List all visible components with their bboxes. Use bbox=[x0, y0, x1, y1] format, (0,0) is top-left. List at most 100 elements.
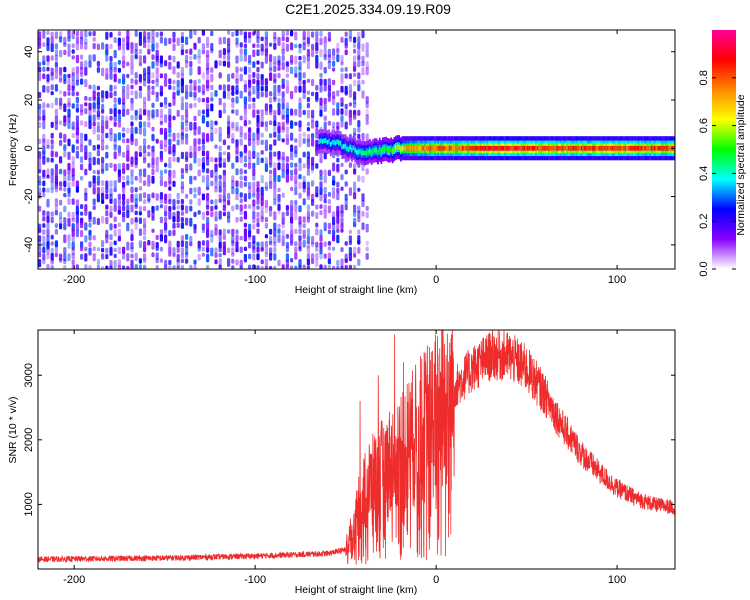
heatmap-noise-cell bbox=[67, 43, 71, 50]
heatmap-noise-cell bbox=[306, 216, 310, 223]
heatmap-noise-cell bbox=[54, 168, 58, 177]
heatmap-noise-cell bbox=[315, 252, 319, 260]
heatmap-noise-cell bbox=[340, 61, 344, 66]
heatmap-noise-cell bbox=[206, 216, 210, 224]
heatmap-noise-cell bbox=[264, 181, 268, 190]
heatmap-noise-cell bbox=[277, 234, 281, 243]
heatmap-noise-cell bbox=[117, 265, 121, 269]
heatmap-noise-cell bbox=[109, 234, 113, 241]
heatmap-signal-cell bbox=[413, 145, 415, 151]
heatmap-noise-cell bbox=[50, 31, 54, 38]
heatmap-noise-cell bbox=[101, 199, 105, 204]
heatmap-noise-cell bbox=[365, 253, 369, 260]
heatmap-noise-cell bbox=[264, 252, 268, 258]
heatmap-noise-cell bbox=[117, 109, 121, 115]
heatmap-noise-cell bbox=[285, 43, 289, 52]
heatmap-signal-cell bbox=[509, 145, 511, 151]
heatmap-noise-cell bbox=[151, 216, 155, 221]
heatmap-noise-cell bbox=[332, 79, 336, 86]
heatmap-noise-cell bbox=[38, 157, 42, 164]
heatmap-noise-cell bbox=[260, 74, 264, 80]
heatmap-noise-cell bbox=[298, 157, 302, 164]
heatmap-signal-cell bbox=[541, 145, 544, 151]
heatmap-noise-cell bbox=[281, 192, 285, 198]
heatmap-noise-cell bbox=[50, 216, 54, 224]
heatmap-noise-cell bbox=[269, 60, 273, 70]
heatmap-noise-cell bbox=[290, 205, 294, 212]
heatmap-noise-cell bbox=[189, 67, 193, 76]
heatmap-noise-cell bbox=[264, 139, 268, 146]
heatmap-noise-cell bbox=[252, 78, 256, 85]
heatmap-signal-cell bbox=[372, 148, 374, 154]
heatmap-noise-cell bbox=[50, 72, 54, 81]
heatmap-noise-cell bbox=[214, 120, 218, 126]
heatmap-signal-cell bbox=[598, 145, 601, 151]
heatmap-noise-cell bbox=[357, 229, 361, 235]
heatmap-noise-cell bbox=[336, 126, 340, 131]
heatmap-signal-cell bbox=[546, 145, 549, 151]
heatmap-signal-cell bbox=[456, 145, 459, 151]
heatmap-noise-cell bbox=[256, 157, 260, 166]
heatmap-signal-cell bbox=[574, 145, 576, 151]
heatmap-signal-cell bbox=[461, 145, 464, 151]
heatmap-signal-cell bbox=[662, 145, 664, 151]
heatmap-signal-cell bbox=[647, 145, 650, 151]
heatmap-noise-cell bbox=[201, 211, 205, 221]
heatmap-signal-cell bbox=[442, 145, 445, 151]
heatmap-noise-cell bbox=[180, 31, 184, 38]
heatmap-noise-cell bbox=[147, 79, 151, 84]
heatmap-noise-cell bbox=[80, 246, 84, 252]
heatmap-signal-cell bbox=[520, 145, 523, 151]
heatmap-noise-cell bbox=[269, 157, 273, 165]
heatmap-noise-cell bbox=[227, 84, 231, 92]
heatmap-noise-cell bbox=[218, 49, 222, 59]
heatmap-noise-cell bbox=[189, 30, 193, 39]
heatmap-signal-cell bbox=[380, 149, 383, 155]
heatmap-signal-cell bbox=[455, 145, 458, 151]
heatmap-noise-cell bbox=[172, 150, 176, 157]
heatmap-noise-cell bbox=[67, 187, 71, 194]
heatmap-noise-cell bbox=[298, 55, 302, 61]
heatmap-noise-cell bbox=[117, 120, 121, 128]
heatmap-noise-cell bbox=[193, 193, 197, 199]
heatmap-signal-cell bbox=[385, 146, 388, 152]
heatmap-noise-cell bbox=[113, 198, 117, 207]
heatmap-noise-cell bbox=[189, 103, 193, 109]
heatmap-noise-cell bbox=[235, 55, 239, 64]
heatmap-noise-cell bbox=[147, 37, 151, 44]
heatmap-noise-cell bbox=[197, 97, 201, 103]
heatmap-noise-cell bbox=[80, 222, 84, 229]
heatmap-noise-cell bbox=[143, 55, 147, 64]
heatmap-noise-cell bbox=[319, 204, 323, 209]
heatmap-noise-cell bbox=[264, 186, 268, 192]
heatmap-noise-cell bbox=[260, 259, 264, 265]
heatmap-signal-cell bbox=[320, 138, 322, 144]
heatmap-noise-cell bbox=[168, 163, 172, 169]
heatmap-noise-cell bbox=[180, 235, 184, 243]
heatmap-noise-cell bbox=[231, 228, 235, 237]
heatmap-noise-cell bbox=[46, 103, 50, 108]
heatmap-noise-cell bbox=[281, 96, 285, 105]
heatmap-noise-cell bbox=[151, 30, 155, 39]
heatmap-noise-cell bbox=[311, 109, 315, 119]
heatmap-noise-cell bbox=[63, 217, 67, 224]
heatmap-noise-cell bbox=[252, 132, 256, 141]
heatmap-noise-cell bbox=[50, 67, 54, 76]
heatmap-noise-cell bbox=[67, 73, 71, 79]
heatmap-noise-cell bbox=[273, 192, 277, 200]
heatmap-noise-cell bbox=[306, 42, 310, 47]
heatmap-signal-cell bbox=[373, 147, 376, 153]
heatmap-noise-cell bbox=[193, 102, 197, 108]
heatmap-noise-cell bbox=[59, 36, 63, 43]
heatmap-signal-cell bbox=[453, 145, 456, 151]
heatmap-noise-cell bbox=[231, 258, 235, 264]
heatmap-noise-cell bbox=[101, 98, 105, 103]
heatmap-noise-cell bbox=[260, 121, 264, 127]
heatmap-noise-cell bbox=[130, 54, 134, 63]
heatmap-noise-cell bbox=[323, 48, 327, 58]
heatmap-noise-cell bbox=[252, 253, 256, 261]
heatmap-noise-cell bbox=[214, 198, 218, 205]
heatmap-noise-cell bbox=[353, 48, 357, 54]
heatmap-noise-cell bbox=[80, 163, 84, 171]
heatmap-noise-cell bbox=[264, 126, 268, 132]
